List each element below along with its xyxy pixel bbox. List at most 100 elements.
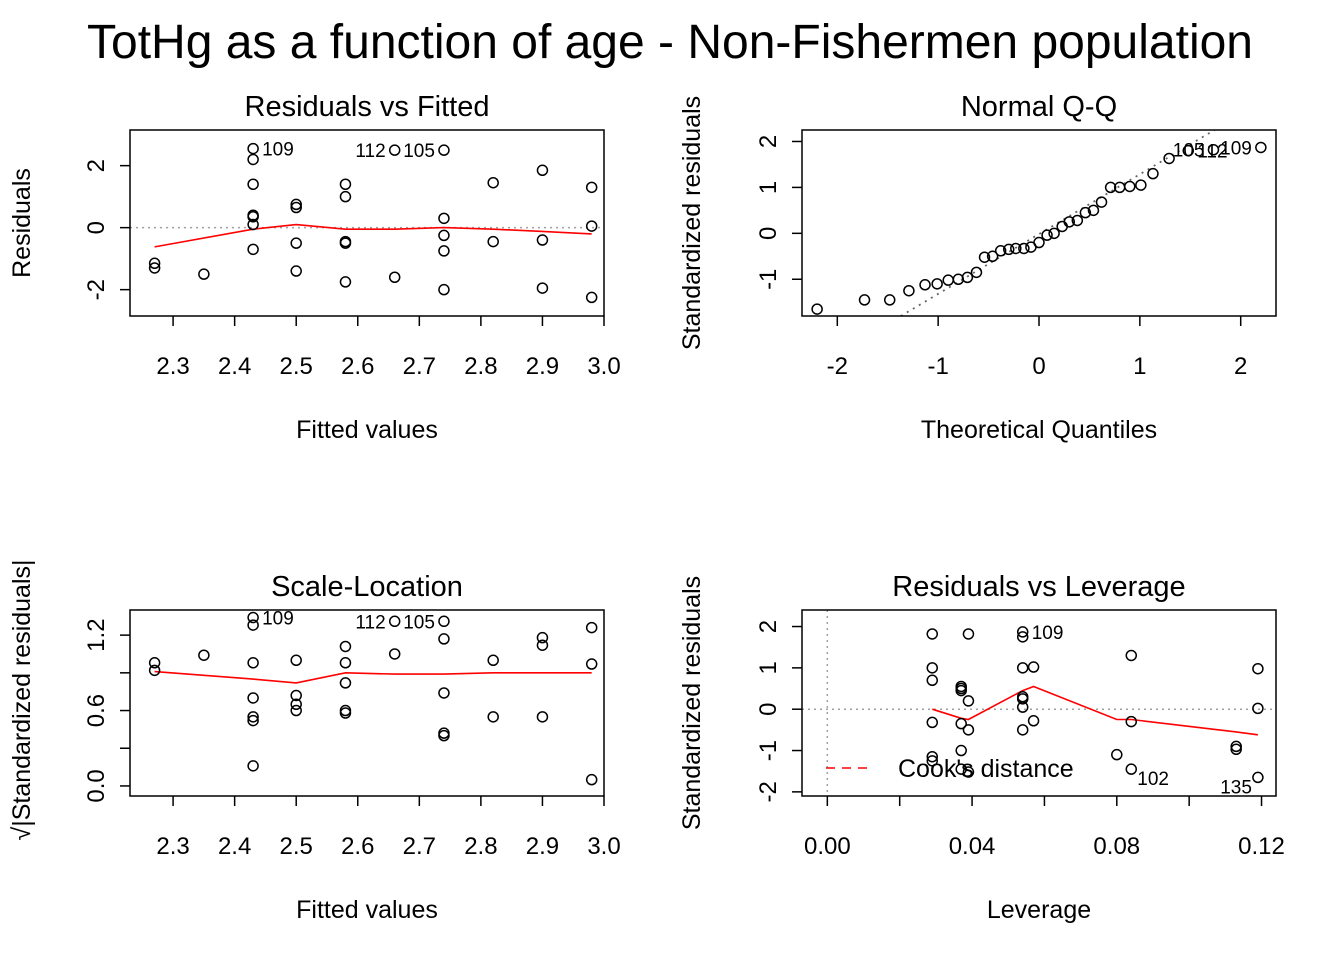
x-tick-label: 2.5	[280, 353, 313, 380]
point-label: 112	[355, 612, 385, 633]
data-point	[339, 677, 352, 689]
data-point	[148, 664, 161, 677]
data-point	[1071, 214, 1084, 227]
data-point	[962, 628, 975, 640]
data-point	[926, 674, 939, 687]
x-axis-label: Theoretical Quantiles	[921, 416, 1157, 444]
data-point	[148, 657, 161, 669]
y-tick-label: 1.2	[83, 618, 110, 651]
data-point	[487, 654, 499, 667]
plot-area: 2.3 2.4 2.5 2.6 2.7 2.8 2.9 3.0 -2 0 2 109 112 105	[83, 129, 621, 380]
plot-area: 2.3 2.4 2.5 2.6 2.7 2.8 2.9 3.0 0.0 0.6 1.2 109 112 1…	[83, 609, 621, 860]
data-point	[247, 178, 259, 190]
y-tick-label: 0	[755, 703, 782, 716]
data-point	[585, 621, 598, 634]
y-tick-label: 2	[83, 159, 110, 172]
data-point	[148, 257, 161, 270]
y-tick-label: 0.0	[83, 769, 110, 802]
data-point	[585, 658, 598, 670]
data-point	[955, 717, 967, 730]
x-tick-label: 2.6	[341, 353, 374, 380]
data-point	[290, 265, 302, 277]
data-point	[585, 220, 598, 232]
data-point	[585, 773, 598, 786]
panel-title: Normal Q-Q	[961, 91, 1117, 123]
x-tick-label: 2.4	[218, 833, 251, 860]
y-tick-label: 2	[755, 620, 782, 633]
data-point	[198, 268, 210, 280]
smooth-line	[932, 685, 1259, 736]
panel-title: Residuals vs Fitted	[245, 91, 490, 123]
point-label: 109	[262, 140, 294, 161]
data-point	[811, 303, 823, 315]
data-point	[1016, 701, 1029, 713]
x-axis-label: Fitted values	[296, 416, 438, 444]
data-point	[487, 711, 499, 723]
data-point	[1182, 144, 1195, 157]
data-point	[339, 178, 352, 190]
y-axis-label: Residuals	[8, 168, 36, 278]
data-point	[978, 251, 991, 263]
data-point	[339, 640, 352, 653]
point-label: 109	[1220, 138, 1252, 159]
point-label: 109	[262, 609, 294, 630]
data-point	[438, 229, 450, 242]
x-axis-label: Fitted values	[296, 896, 438, 924]
data-point	[438, 212, 450, 225]
data-point	[955, 763, 967, 775]
data-point	[585, 291, 598, 304]
data-point	[1125, 763, 1138, 775]
x-tick-label: 0	[1032, 353, 1045, 380]
data-point	[1010, 242, 1022, 255]
y-tick-label: 0	[755, 227, 782, 240]
data-point	[931, 278, 943, 290]
data-point	[1252, 702, 1264, 715]
data-point	[955, 684, 967, 697]
data-point	[1125, 649, 1138, 662]
data-point	[970, 266, 983, 279]
x-tick-label: -1	[927, 353, 948, 380]
x-tick-label: -2	[827, 353, 848, 380]
data-point	[438, 633, 450, 645]
data-point	[1063, 216, 1076, 228]
y-tick-label: 2	[755, 135, 782, 148]
data-point	[1125, 715, 1138, 728]
data-point	[1230, 743, 1242, 756]
data-point	[1087, 204, 1100, 217]
x-tick-label: 2.8	[464, 833, 497, 860]
data-point	[1135, 179, 1147, 191]
x-tick-label: 0.00	[804, 833, 851, 860]
data-point	[926, 750, 939, 763]
point-label: 102	[1137, 769, 1169, 790]
data-point	[290, 704, 302, 717]
data-point	[339, 237, 352, 249]
data-point	[339, 657, 352, 669]
y-axis-label: Standardized residuals	[678, 96, 706, 350]
data-point	[926, 662, 939, 674]
y-tick-label: -1	[755, 269, 782, 290]
data-point	[858, 294, 871, 306]
data-point	[290, 689, 302, 702]
data-point	[388, 648, 401, 660]
data-point	[388, 144, 401, 156]
data-point	[290, 198, 302, 211]
x-tick-label: 2.6	[341, 833, 374, 860]
point-label: 105	[403, 141, 435, 162]
data-point	[1252, 771, 1264, 784]
data-point	[438, 245, 450, 257]
y-tick-label: 1	[755, 661, 782, 674]
panel-title: Residuals vs Leverage	[892, 571, 1185, 603]
x-tick-label: 2.4	[218, 353, 251, 380]
data-point	[247, 218, 259, 231]
data-point	[438, 283, 450, 296]
y-tick-label: -2	[755, 781, 782, 802]
data-point	[247, 619, 259, 631]
data-point	[536, 631, 549, 644]
data-point	[994, 245, 1007, 257]
data-point	[986, 250, 999, 263]
data-point	[1016, 626, 1029, 638]
panel-residuals-vs-fitted: Residuals vs Fitted Fitted values Residu…	[8, 91, 621, 444]
data-point	[247, 611, 259, 624]
data-point	[1207, 143, 1220, 156]
